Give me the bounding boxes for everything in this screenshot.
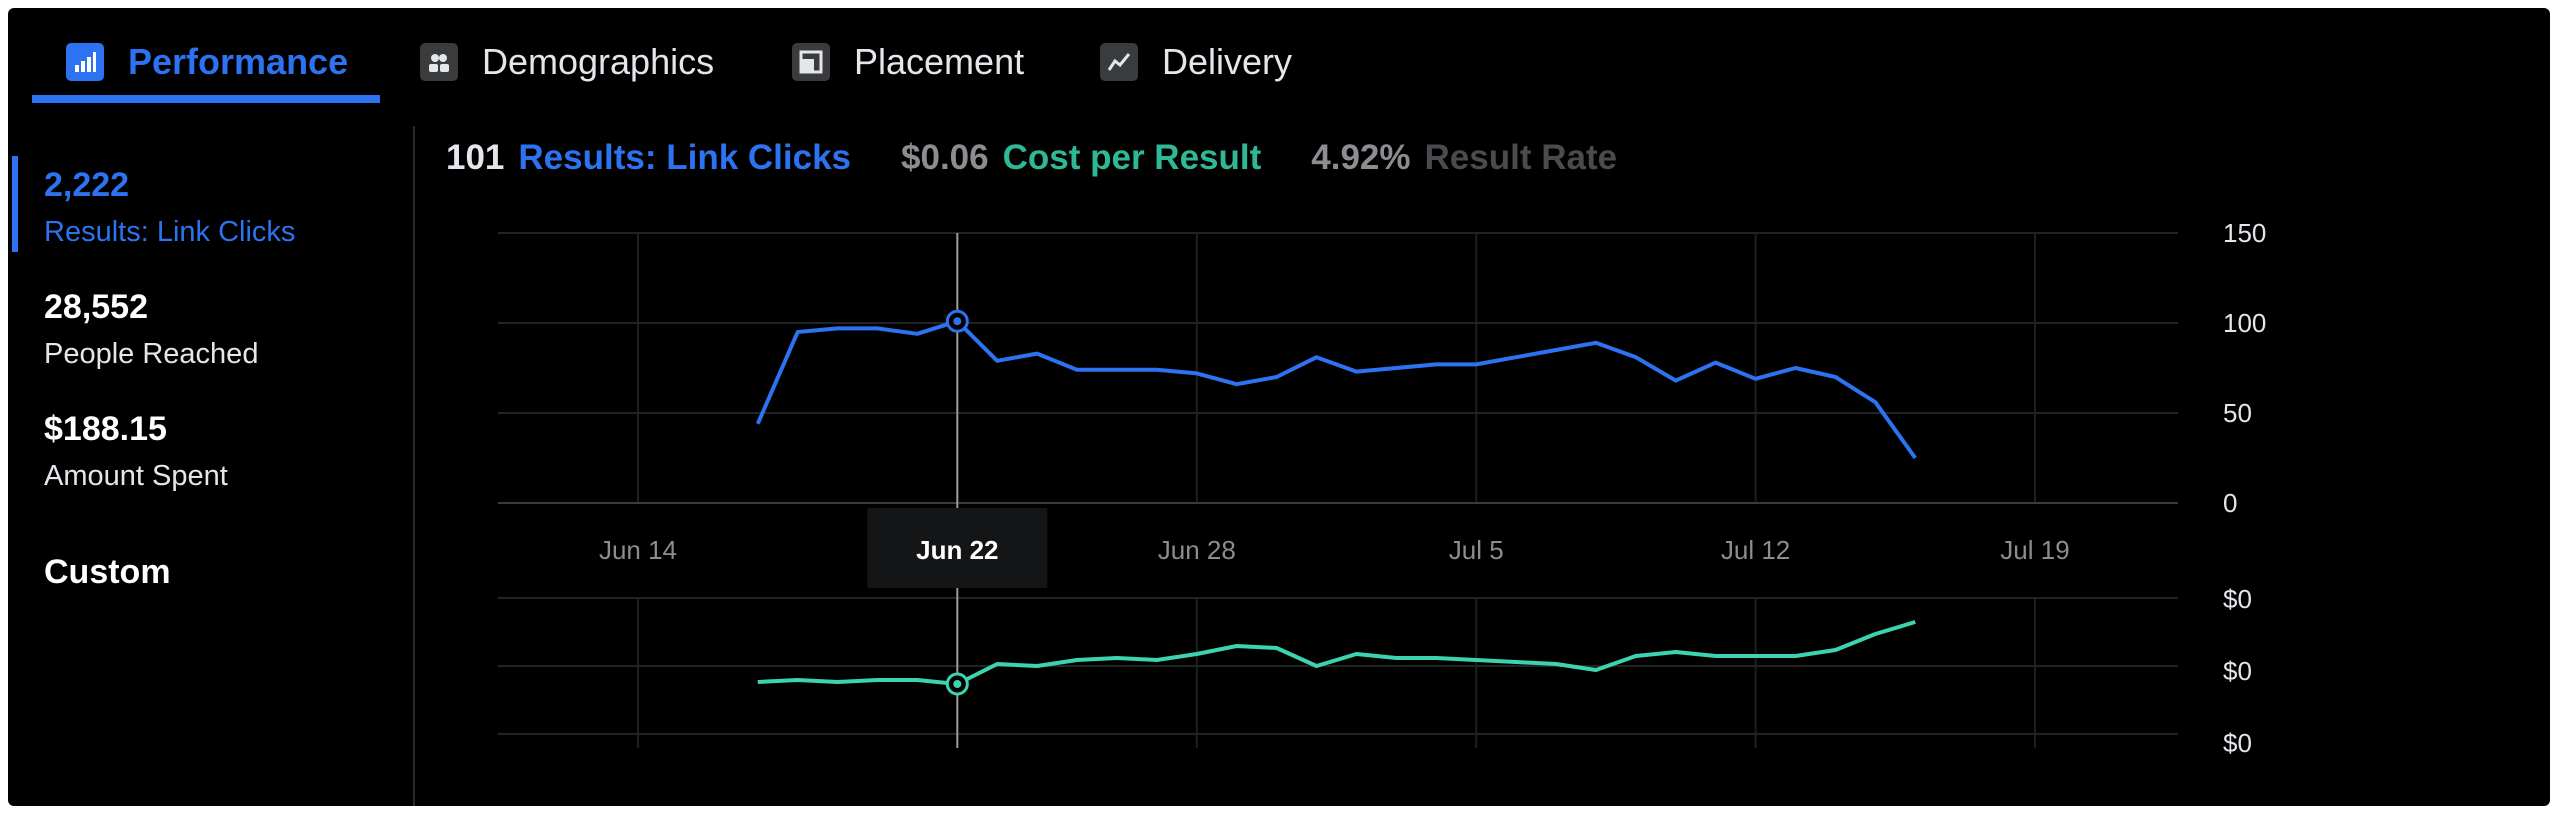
tab-placement[interactable]: Placement <box>792 26 1024 98</box>
cost-label: Cost per Result <box>1002 138 1262 177</box>
people-icon <box>420 43 458 81</box>
tab-label: Placement <box>854 41 1025 82</box>
custom-metric-button[interactable]: Custom <box>44 553 171 591</box>
tab-demographics[interactable]: Demographics <box>420 26 714 98</box>
cost-line <box>757 620 1916 686</box>
metric-label: Amount Spent <box>44 460 228 492</box>
placement-icon <box>792 43 830 81</box>
cost-value: $0.06 <box>901 138 989 177</box>
x-tick-label: Jun 28 <box>1158 535 1236 565</box>
x-tick-label: Jul 12 <box>1721 535 1790 565</box>
bar-chart-icon <box>66 43 104 81</box>
tab-delivery[interactable]: Delivery <box>1100 26 1292 98</box>
chart-summary: 101 Results: Link Clicks $0.06 Cost per … <box>446 138 1631 188</box>
metric-value: $188.15 <box>44 410 167 448</box>
results-label: Results: Link Clicks <box>518 138 852 177</box>
y-tick-label: 0 <box>2223 488 2237 518</box>
tab-label: Demographics <box>482 41 715 82</box>
x-tick-label: Jul 19 <box>2000 535 2069 565</box>
metric-label: Results: Link Clicks <box>44 216 296 248</box>
active-tab-indicator <box>32 95 380 103</box>
metric-value: 2,222 <box>44 166 130 204</box>
results-value: 101 <box>446 138 505 177</box>
hover-point-cost-dot <box>953 680 962 688</box>
hover-tick-bg <box>867 508 1048 588</box>
rate-value: 4.92% <box>1311 138 1411 177</box>
x-tick-label: Jun 14 <box>599 535 677 565</box>
metric-label: People Reached <box>44 338 259 370</box>
performance-chart: 150 100 50 0 Jun 14 Jun 22 Jun 28 Jul 5 Jul 12 Ju… <box>498 218 2266 758</box>
y-tick-label: $0 <box>2223 656 2252 686</box>
results-line <box>755 319 1917 460</box>
tab-label: Performance <box>128 41 349 82</box>
insights-panel: Performance Demographics Placement Deliv… <box>8 8 2550 806</box>
active-metric-indicator <box>12 156 18 252</box>
y-tick-label: $0 <box>2223 728 2252 758</box>
y-tick-label: 150 <box>2223 218 2266 248</box>
hover-point-results-dot <box>953 317 962 326</box>
x-tick-label: Jun 22 <box>916 535 998 565</box>
delivery-line-icon <box>1100 43 1138 81</box>
metric-value: 28,552 <box>44 288 148 326</box>
x-tick-label: Jul 5 <box>1449 535 1504 565</box>
tab-performance[interactable]: Performance <box>66 26 348 98</box>
rate-label: Result Rate <box>1424 138 1618 177</box>
y-tick-label: 100 <box>2223 308 2266 338</box>
y-tick-label: 50 <box>2223 398 2252 428</box>
sidebar-divider <box>413 126 415 806</box>
tab-label: Delivery <box>1162 41 1293 82</box>
y-tick-label: $0 <box>2223 584 2252 614</box>
